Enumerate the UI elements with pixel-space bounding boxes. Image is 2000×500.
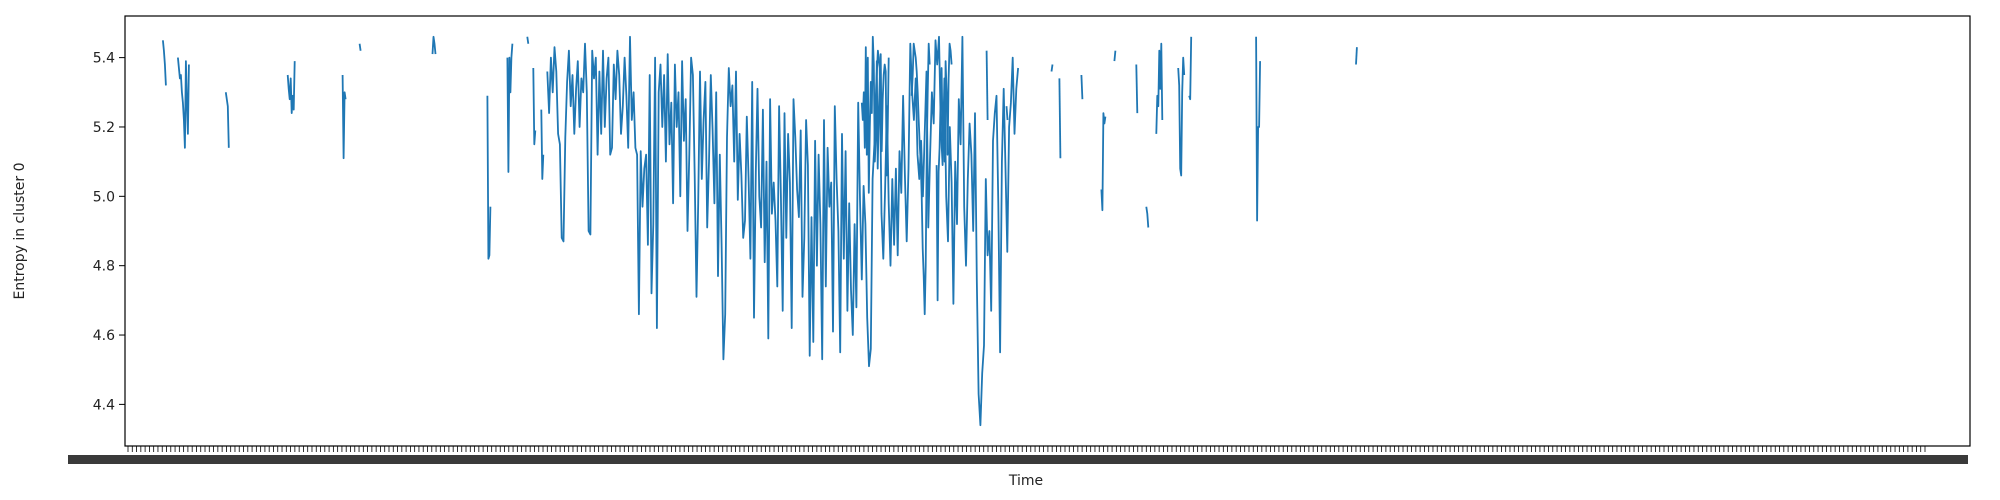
series-line-segment xyxy=(1188,36,1193,101)
series-line-segment xyxy=(546,35,1019,427)
series-line-segment xyxy=(341,74,347,160)
series-line-segment xyxy=(1050,64,1054,72)
series-line-segment xyxy=(1100,112,1107,212)
plot-area xyxy=(125,16,1970,446)
plot-frame xyxy=(124,15,1971,447)
series-line-segment xyxy=(1135,64,1139,114)
series-line-segment xyxy=(1255,36,1261,222)
series-line-segment xyxy=(358,43,362,51)
series-line-segment xyxy=(1177,56,1186,177)
y-tick-label: 4.4 xyxy=(93,397,115,413)
y-tick-label: 5.2 xyxy=(93,120,115,136)
series-line-segment xyxy=(526,36,530,44)
series-layer xyxy=(162,35,1358,427)
x-ticks xyxy=(68,446,1968,464)
y-tick-label: 4.6 xyxy=(93,328,115,344)
series-line-segment xyxy=(224,92,230,148)
series-line-segment xyxy=(1113,50,1117,62)
y-tick-label: 5.0 xyxy=(93,189,115,205)
series-line-segment xyxy=(1145,206,1150,228)
series-line-segment xyxy=(1155,42,1164,134)
series-line-segment xyxy=(532,67,537,146)
series-line-segment xyxy=(1080,74,1084,100)
series-line-segment xyxy=(860,35,890,194)
series-line-segment xyxy=(1355,47,1358,65)
series-line-segment xyxy=(910,42,931,316)
series-line-segment xyxy=(540,109,545,180)
x-tick-labels-overlap xyxy=(68,455,1968,464)
x-axis-label: Time xyxy=(1008,473,1043,489)
series-line-segment xyxy=(486,95,492,260)
y-ticks: 4.4 4.6 4.8 5.0 5.2 5.4 xyxy=(93,51,125,413)
series-line-segment xyxy=(985,50,989,121)
series-line-segment xyxy=(1005,106,1009,121)
y-tick-label: 5.4 xyxy=(93,51,115,67)
series-line-segment xyxy=(431,35,437,55)
series-line-segment xyxy=(506,43,514,173)
y-axis-label: Entropy in cluster 0 xyxy=(12,162,28,299)
series-line-segment xyxy=(1058,78,1062,159)
series-line-segment xyxy=(162,40,167,86)
series-line-segment xyxy=(177,57,190,149)
series-line-segment xyxy=(935,42,953,302)
y-tick-label: 4.8 xyxy=(93,259,115,275)
series-line-segment xyxy=(286,61,296,114)
